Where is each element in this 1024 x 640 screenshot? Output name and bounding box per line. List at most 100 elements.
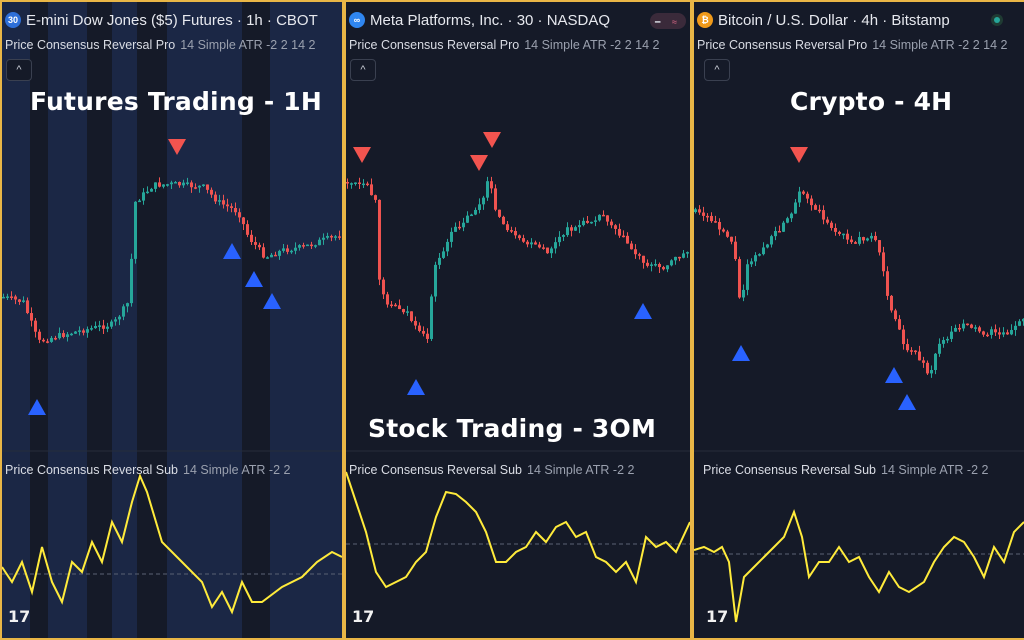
candle-body [238,212,241,218]
candle-body [214,194,217,202]
session-band [48,2,87,638]
candle-body [182,182,185,186]
sub-indicator-legend[interactable]: Price Consensus Reversal Sub 14 Simple AT… [703,461,1024,479]
candle-body [502,216,505,225]
sell-signal-triangle [353,147,371,163]
candle-body [402,309,405,313]
symbol-title[interactable]: Meta Platforms, Inc. · 30 · NASDAQ [370,11,611,29]
tradingview-logo[interactable]: 17 [8,607,31,626]
candle-body [74,331,77,334]
candle-body [698,209,701,213]
candle-body [154,182,157,189]
candle-body [730,236,733,242]
chart-panel-crypto[interactable]: ₿ Bitcoin / U.S. Dollar · 4h · Bitstamp … [694,2,1024,638]
candle-body [426,333,429,339]
candle-body [498,209,501,217]
candle-body [830,222,833,228]
candle-body [930,370,933,374]
candlesticks [2,177,341,344]
market-status-icon[interactable] [991,14,1003,26]
candle-body [1022,318,1024,322]
candle-body [226,204,229,207]
buy-signal-triangle [407,379,425,395]
candle-body [210,189,213,195]
chart-panel-futures[interactable]: 30 E-mini Dow Jones ($5) Futures · 1h · … [2,2,342,638]
candle-body [554,242,557,249]
chart-panel-stock[interactable]: ∞ Meta Platforms, Inc. · 30 · NASDAQ ━ ≈… [346,2,690,638]
chevron-up-icon: ^ [16,64,22,76]
session-band [167,2,242,638]
candle-body [998,332,1001,335]
price-chart[interactable] [694,2,1024,638]
symbol-title[interactable]: Bitcoin / U.S. Dollar · 4h · Bitstamp [718,11,950,29]
candle-body [694,209,697,212]
candle-body [22,300,25,302]
candle-body [298,245,301,248]
candle-body [14,296,17,300]
candle-body [670,260,673,266]
candle-body [286,248,289,252]
symbol-header[interactable]: ₿ Bitcoin / U.S. Dollar · 4h · Bitstamp [697,8,1024,32]
tradingview-logo[interactable]: 17 [706,607,729,626]
candle-body [38,331,41,340]
candle-body [294,247,297,251]
symbol-header[interactable]: ∞ Meta Platforms, Inc. · 30 · NASDAQ [349,8,690,32]
candle-body [626,235,629,244]
sub-indicator-params: 14 Simple ATR -2 2 [527,463,635,477]
oscillator-line [694,509,1024,623]
symbol-title[interactable]: E-mini Dow Jones ($5) Futures · 1h · CBO… [26,11,318,29]
candle-body [26,300,29,314]
candle-body [726,231,729,237]
candle-body [566,227,569,236]
candle-body [590,221,593,224]
candle-body [394,304,397,307]
indicator-legend[interactable]: Price Consensus Reversal Pro 14 Simple AT… [697,36,1024,54]
candle-body [746,264,749,290]
symbol-header[interactable]: 30 E-mini Dow Jones ($5) Futures · 1h · … [5,8,342,32]
collapse-legend-button[interactable]: ^ [6,59,32,81]
candle-body [586,220,589,223]
candle-body [302,245,305,247]
candle-body [150,188,153,192]
candle-body [918,351,921,361]
oscillator-line [2,473,342,615]
candle-body [354,182,357,185]
sub-indicator-legend[interactable]: Price Consensus Reversal Sub 14 Simple AT… [349,461,690,479]
indicator-legend[interactable]: Price Consensus Reversal Pro 14 Simple AT… [349,36,690,54]
candle-body [262,247,265,258]
tradingview-logo[interactable]: 17 [352,607,375,626]
sub-indicator-name: Price Consensus Reversal Sub [703,463,876,477]
price-chart[interactable] [346,2,690,638]
indicator-legend[interactable]: Price Consensus Reversal Pro 14 Simple AT… [5,36,342,54]
collapse-legend-button[interactable]: ^ [350,59,376,81]
meta-logo-icon: ∞ [349,12,365,28]
candle-body [750,261,753,265]
sub-indicator-legend[interactable]: Price Consensus Reversal Sub 14 Simple AT… [5,461,342,479]
candle-body [654,264,657,266]
buy-signal-triangle [634,303,652,319]
candle-body [82,330,85,333]
candle-body [634,249,637,255]
candle-body [702,212,705,216]
candle-body [230,206,233,208]
chart-toggle[interactable]: ━ ≈ [650,13,686,29]
candle-body [194,187,197,189]
collapse-legend-button[interactable]: ^ [704,59,730,81]
candle-body [610,221,613,226]
candle-body [534,242,537,245]
candle-body [98,325,101,327]
buy-signal-triangle [245,271,263,287]
minus-icon: ━ [655,17,661,27]
candle-body [414,320,417,326]
price-chart[interactable] [2,2,342,638]
candle-body [170,182,173,185]
candle-body [802,191,805,194]
candle-body [822,210,825,220]
candle-body [398,305,401,310]
candle-body [666,265,669,270]
candle-body [110,321,113,327]
candle-body [606,215,609,222]
candle-body [254,242,257,245]
candle-body [366,183,369,186]
candle-body [78,330,81,332]
